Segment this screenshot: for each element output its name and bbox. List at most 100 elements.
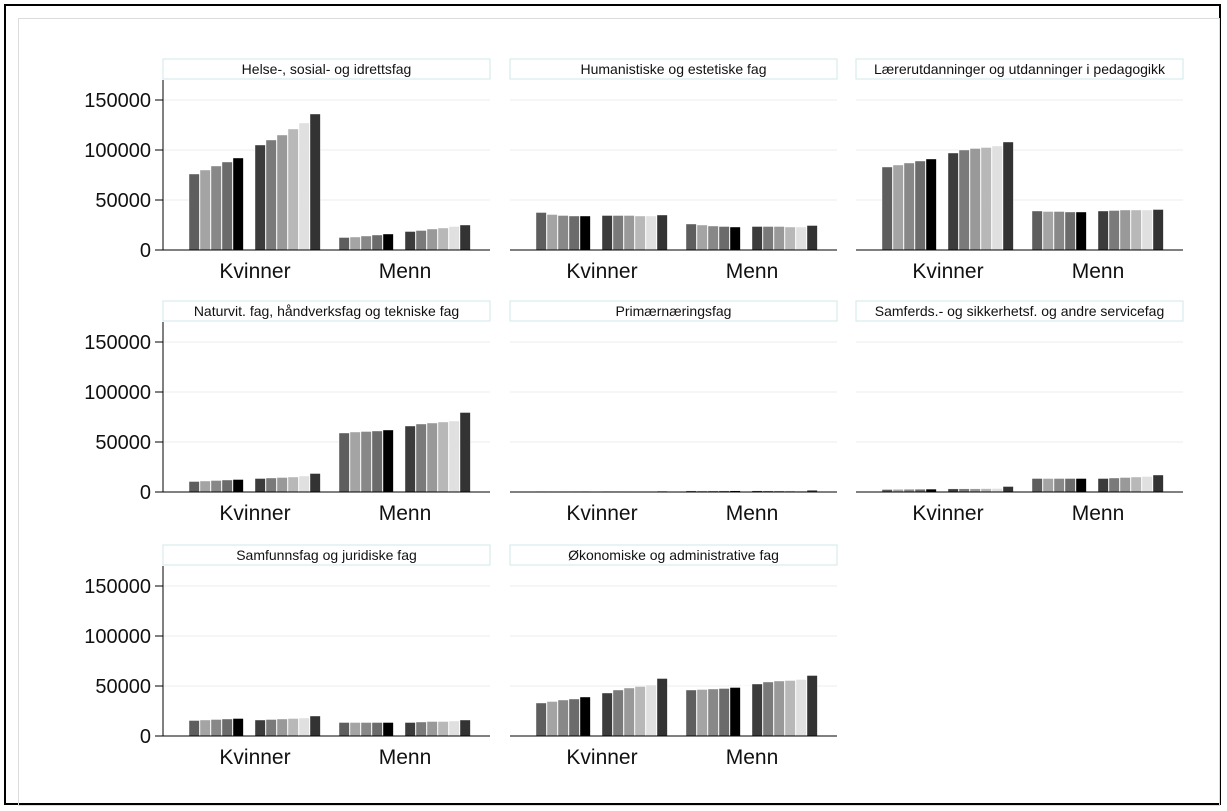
bar-6-menn-6	[1086, 478, 1098, 493]
x-category-label-4-menn: Menn	[379, 502, 432, 525]
bar-1-kvinner-12	[309, 113, 321, 251]
bar-4-menn-12	[459, 412, 471, 493]
bar-8-kvinner-2	[546, 701, 558, 737]
bar-1-menn-10	[437, 227, 449, 251]
bar-8-menn-3	[707, 688, 719, 737]
x-category-label-8-menn: Menn	[726, 746, 779, 769]
bar-7-menn-7	[404, 722, 416, 737]
bar-8-kvinner-3	[557, 699, 569, 737]
bar-3-kvinner-2	[892, 164, 904, 251]
bar-2-kvinner-11	[645, 215, 657, 251]
bar-3-menn-1	[1031, 210, 1043, 251]
bar-4-kvinner-6	[243, 478, 255, 493]
bar-3-menn-8	[1108, 210, 1120, 251]
bar-1-menn-6	[393, 232, 405, 251]
bar-7-kvinner-10	[287, 718, 299, 737]
bar-6-menn-1	[1031, 478, 1043, 493]
bar-6-menn-12	[1152, 474, 1164, 493]
bar-1-kvinner-1	[188, 173, 200, 251]
bar-6-menn-5	[1075, 478, 1087, 493]
bar-1-menn-3	[360, 235, 372, 251]
y-tick-label-row-1-0: 0	[140, 240, 151, 262]
bar-8-menn-10	[784, 680, 796, 737]
bar-6-menn-11	[1141, 476, 1153, 493]
bar-7-kvinner-9	[276, 718, 288, 737]
x-category-label-8-kvinner: Kvinner	[566, 746, 637, 769]
bar-7-kvinner-1	[188, 720, 200, 737]
bar-2-kvinner-4	[568, 215, 580, 251]
bar-1-menn-8	[415, 230, 427, 251]
bar-3-menn-12	[1152, 209, 1164, 251]
bar-7-menn-10	[437, 721, 449, 737]
y-tick-label-row-2-150000: 150000	[84, 332, 151, 354]
bar-8-kvinner-5	[579, 696, 591, 737]
bar-3-kvinner-4	[914, 160, 926, 251]
bar-2-menn-2	[696, 224, 708, 251]
bar-7-menn-1	[338, 722, 350, 737]
bar-7-menn-2	[349, 722, 361, 737]
bar-2-kvinner-6	[590, 215, 602, 251]
bar-7-menn-8	[415, 721, 427, 737]
bar-3-kvinner-6	[936, 155, 948, 251]
bar-7-menn-5	[382, 722, 394, 737]
bar-4-kvinner-8	[265, 477, 277, 493]
bar-3-kvinner-7	[947, 152, 959, 251]
y-tick-label-row-3-150000: 150000	[84, 576, 151, 598]
panel-title-8: Økonomiske og administrative fag	[568, 547, 779, 563]
x-category-label-1-menn: Menn	[379, 260, 432, 283]
bar-3-menn-3	[1053, 211, 1065, 251]
bar-6-menn-2	[1042, 478, 1054, 493]
x-category-label-6-kvinner: Kvinner	[912, 502, 983, 525]
bar-2-menn-11	[795, 226, 807, 251]
x-category-label-1-kvinner: Kvinner	[219, 260, 290, 283]
x-category-label-3-menn: Menn	[1072, 260, 1125, 283]
bar-4-kvinner-7	[254, 478, 266, 493]
bar-4-menn-2	[349, 431, 361, 493]
bar-8-kvinner-10	[634, 686, 646, 737]
bar-1-kvinner-6	[243, 151, 255, 251]
bar-3-menn-4	[1064, 211, 1076, 251]
bar-7-menn-9	[426, 721, 438, 737]
panel-strip-6	[855, 300, 1184, 322]
panel-title-4: Naturvit. fag, håndverksfag og tekniske …	[194, 303, 459, 319]
bar-8-menn-2	[696, 689, 708, 737]
y-tick-label-row-2-100000: 100000	[84, 382, 151, 404]
bar-1-kvinner-7	[254, 144, 266, 251]
bar-3-kvinner-11	[991, 145, 1003, 251]
bar-2-menn-9	[773, 226, 785, 251]
bar-7-kvinner-6	[243, 719, 255, 737]
bar-3-kvinner-12	[1002, 141, 1014, 251]
bar-4-menn-6	[393, 427, 405, 493]
figure-frame	[4, 4, 1221, 805]
bar-1-menn-1	[338, 237, 350, 251]
bar-8-menn-7	[751, 683, 763, 737]
bar-4-kvinner-12	[309, 473, 321, 493]
bar-7-menn-6	[393, 722, 405, 737]
bar-8-kvinner-8	[612, 689, 624, 737]
bar-4-kvinner-11	[298, 475, 310, 493]
bar-2-menn-1	[685, 223, 697, 251]
x-category-label-7-kvinner: Kvinner	[219, 746, 290, 769]
bar-3-menn-5	[1075, 211, 1087, 251]
bar-2-menn-4	[718, 226, 730, 251]
bar-3-menn-2	[1042, 211, 1054, 251]
bar-1-kvinner-5	[232, 157, 244, 251]
bar-4-menn-5	[382, 429, 394, 493]
bar-8-menn-8	[762, 681, 774, 737]
bar-2-kvinner-2	[546, 214, 558, 251]
bar-3-menn-10	[1130, 209, 1142, 251]
bar-2-kvinner-1	[535, 212, 547, 251]
bar-6-menn-3	[1053, 478, 1065, 493]
bar-2-menn-7	[751, 226, 763, 251]
panel-strip-4	[162, 300, 491, 322]
bar-3-kvinner-3	[903, 162, 915, 251]
bar-4-menn-11	[448, 420, 460, 493]
bar-7-kvinner-11	[298, 717, 310, 737]
bar-4-kvinner-4	[221, 479, 233, 493]
bar-2-kvinner-8	[612, 215, 624, 251]
bar-6-menn-7	[1097, 478, 1109, 493]
bar-8-menn-11	[795, 679, 807, 737]
bar-4-kvinner-5	[232, 479, 244, 493]
bar-8-kvinner-12	[656, 678, 668, 737]
bar-1-kvinner-11	[298, 122, 310, 251]
